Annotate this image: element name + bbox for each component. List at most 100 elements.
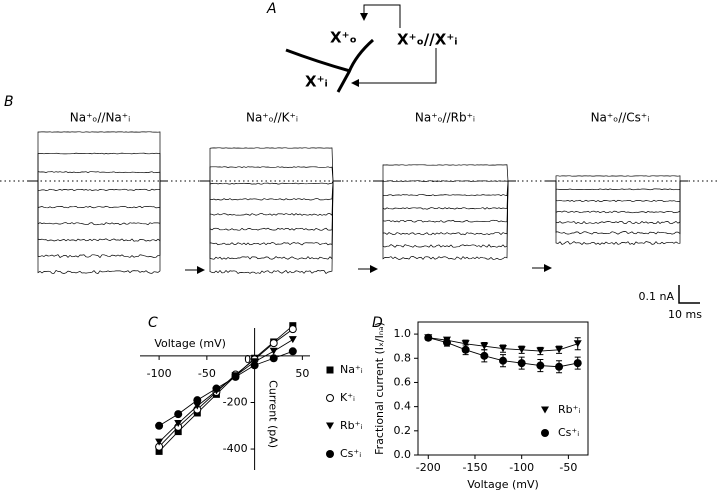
current-trace <box>546 175 688 182</box>
legend-label: Cs⁺ᵢ <box>558 426 579 439</box>
legend-label: Cs⁺ᵢ <box>340 447 361 460</box>
y-tick-label: 0.6 <box>394 375 412 388</box>
marker <box>480 351 489 360</box>
y-tick-label: 0.2 <box>394 424 412 437</box>
y-tick-label: 0.8 <box>394 351 412 364</box>
current-trace <box>373 180 516 223</box>
trace-title: Na⁺ₒ//Na⁺ᵢ <box>70 111 131 125</box>
current-trace <box>546 180 688 214</box>
current-trace <box>546 180 688 245</box>
marker <box>541 429 549 437</box>
marker <box>193 402 202 410</box>
panel-label: A <box>266 1 277 17</box>
arrows <box>185 264 552 274</box>
node-label: X⁺ᵢ <box>305 73 328 91</box>
current-trace <box>28 180 168 191</box>
x-tick-label: 50 <box>295 367 309 380</box>
panel-label: B <box>4 94 14 110</box>
current-trace <box>200 180 341 260</box>
x-tick-label: -50 <box>198 367 216 380</box>
node-label: X⁺ₒ <box>330 29 357 47</box>
legend-label: Na⁺ᵢ <box>340 363 363 376</box>
legend-label: K⁺ᵢ <box>340 391 355 404</box>
marker <box>536 361 545 370</box>
current-trace <box>373 180 516 248</box>
current-trace <box>28 152 168 182</box>
marker <box>541 406 549 414</box>
marker <box>174 410 183 419</box>
marker <box>326 422 334 430</box>
current-trace <box>373 164 516 182</box>
marker <box>573 340 582 348</box>
panel-label: D <box>372 315 383 331</box>
legend-label: Rb⁺ᵢ <box>340 419 362 432</box>
trace-title: Na⁺ₒ//K⁺ᵢ <box>246 111 298 125</box>
marker <box>536 347 545 355</box>
marker <box>288 336 297 344</box>
marker <box>250 361 259 370</box>
current-trace <box>546 180 688 235</box>
current-trace <box>200 166 341 182</box>
marker <box>480 342 489 350</box>
marker <box>499 345 507 353</box>
marker <box>461 340 470 348</box>
marker <box>174 419 183 427</box>
y-tick-label: -200 <box>223 395 248 408</box>
membrane-diagram <box>285 4 437 93</box>
current-trace <box>28 180 168 259</box>
current-trace <box>28 180 168 226</box>
current-trace <box>200 147 341 182</box>
current-trace <box>546 180 688 191</box>
marker <box>555 346 564 354</box>
x-tick-label: -100 <box>509 461 534 474</box>
y-tick-label: 0.4 <box>394 400 412 413</box>
marker <box>573 359 582 368</box>
marker <box>155 447 163 455</box>
legend-label: Rb⁺ᵢ <box>558 403 580 416</box>
marker <box>326 366 334 374</box>
y-axis-label: Fractional current (Iₓ/Iₙₐ) <box>373 322 386 455</box>
marker <box>155 438 164 446</box>
marker <box>269 339 278 348</box>
current-trace <box>200 180 341 217</box>
y-tick-label: 0.0 <box>394 448 412 461</box>
trace-title: Na⁺ₒ//Cs⁺ᵢ <box>591 111 650 125</box>
x-tick-label: -200 <box>416 461 441 474</box>
marker <box>174 428 182 436</box>
traces <box>28 131 688 275</box>
current-trace <box>373 180 516 236</box>
x-tick-label: -100 <box>147 367 172 380</box>
current-trace <box>200 180 341 201</box>
current-trace <box>28 171 168 182</box>
marker <box>288 325 297 334</box>
current-trace <box>373 180 516 260</box>
marker <box>193 396 202 405</box>
marker <box>212 384 221 393</box>
marker <box>326 394 334 402</box>
current-trace <box>373 180 516 197</box>
current-trace <box>28 180 168 242</box>
current-trace <box>28 180 168 209</box>
marker <box>155 421 164 430</box>
marker <box>517 346 526 354</box>
current-trace <box>200 180 341 246</box>
x-axis-label: Voltage (mV) <box>467 478 539 491</box>
x-tick-label: -50 <box>559 461 577 474</box>
marker <box>555 362 564 371</box>
y-tick-label: 1.0 <box>394 327 412 340</box>
marker <box>269 354 278 363</box>
plot-frame <box>417 321 589 456</box>
x-tick-label: -150 <box>462 461 487 474</box>
marker <box>231 372 240 381</box>
marker <box>442 338 451 347</box>
current-trace <box>200 180 341 185</box>
current-trace <box>546 180 688 203</box>
x-tick-label: 0 <box>244 353 251 366</box>
current-trace <box>28 131 168 182</box>
current-trace <box>373 180 516 210</box>
x-axis-label: Voltage (mV) <box>154 337 226 350</box>
scale-label: 10 ms <box>668 308 702 321</box>
current-trace <box>28 180 168 275</box>
marker <box>269 347 278 355</box>
